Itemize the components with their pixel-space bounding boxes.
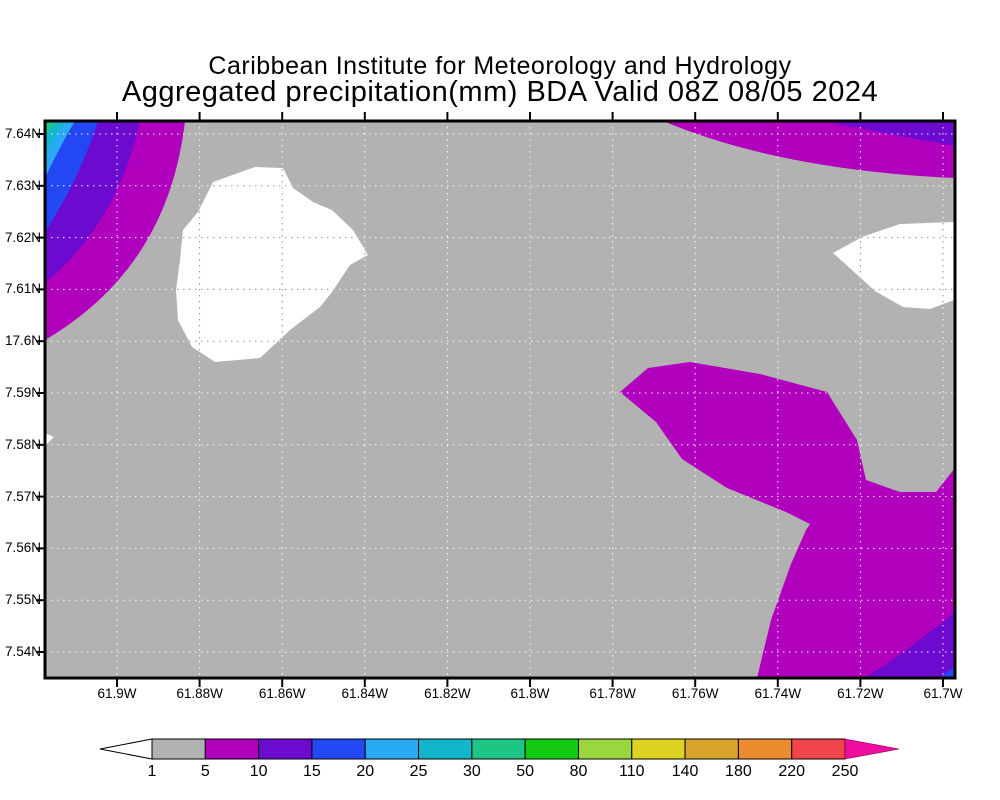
colorbar-over-arrow: [844, 738, 900, 760]
y-tick-label: 7.57N: [4, 488, 41, 504]
y-tick-label: 7.54N: [4, 644, 41, 659]
ne-band-magenta: [663, 121, 955, 178]
y-tick-label: 7.61N: [4, 281, 41, 297]
colorbar-segment: [418, 738, 473, 760]
colorbar-label: 250: [831, 763, 859, 780]
map-area: [36, 112, 957, 687]
colorbar-segment: [151, 738, 206, 760]
colorbar-under-arrow: [99, 738, 153, 760]
se-region-magenta: [620, 362, 955, 678]
colorbar-label: 5: [200, 763, 210, 780]
colorbar-segment: [631, 738, 686, 760]
white-region-west: [176, 167, 368, 362]
se-corner-purple: [865, 612, 955, 678]
y-tick-label: 7.62N: [4, 229, 41, 245]
chart-subtitle: Aggregated precipitation(mm) BDA Valid 0…: [121, 76, 879, 108]
colorbar-segment: [258, 738, 313, 760]
y-tick-label: 7.63N: [4, 177, 41, 193]
x-tick-label: 61.7W: [923, 686, 963, 701]
nw-band-teal: [45, 121, 66, 155]
x-tick-label: 61.82W: [424, 686, 471, 701]
colorbar: [99, 738, 900, 760]
colorbar-label: 10: [249, 763, 268, 780]
colorbar-label: 180: [725, 763, 752, 780]
map-frame: [43, 119, 957, 680]
x-tick-label: 61.84W: [341, 686, 389, 701]
colorbar-label: 30: [462, 763, 481, 780]
colorbar-label: 50: [516, 763, 535, 780]
x-tick-label: 61.88W: [176, 686, 223, 701]
y-tick-label: 7.59N: [4, 385, 41, 400]
axis-ticks: [36, 112, 944, 687]
colorbar-segment: [684, 738, 739, 760]
se-corner-blue: [938, 667, 955, 678]
ne-band-purple: [820, 121, 955, 146]
colorbar-segment: [737, 738, 793, 760]
x-tick-label: 61.76W: [671, 686, 719, 701]
y-tick-label: 7.58N: [4, 436, 41, 452]
colorbar-segment: [364, 738, 420, 760]
colorbar-segment: [524, 738, 579, 760]
y-tick-label: 7.56N: [4, 540, 41, 556]
colorbar-segment: [204, 738, 260, 760]
chart-title: Caribbean Institute for Meteorology and …: [208, 52, 792, 80]
x-tick-label: 61.74W: [754, 686, 802, 701]
colorbar-label: 15: [303, 763, 321, 780]
x-tick-label: 61.8W: [510, 686, 550, 701]
colorbar-label: 220: [778, 763, 806, 780]
colorbar-segment: [471, 738, 526, 760]
nw-band-green: [45, 121, 58, 137]
x-tick-label: 61.86W: [258, 686, 306, 701]
x-tick-label: 61.78W: [589, 686, 636, 701]
colorbar-segment: [311, 738, 366, 760]
x-tick-label: 61.72W: [837, 686, 884, 701]
white-speck-west-edge: [45, 433, 54, 446]
colorbar-label: 25: [409, 763, 428, 780]
colorbar-label: 140: [671, 763, 699, 780]
white-region-east: [833, 222, 954, 309]
y-tick-label: 17.6N: [4, 333, 41, 349]
colorbar-label: 80: [569, 763, 588, 780]
colorbar-label: 1: [147, 763, 157, 780]
colorbar-label: 110: [619, 763, 645, 780]
x-tick-label: 61.9W: [97, 686, 137, 701]
y-tick-label: 7.64N: [4, 126, 41, 141]
colorbar-label: 20: [356, 763, 375, 780]
y-tick-label: 7.55N: [4, 592, 41, 608]
colorbar-segment: [791, 738, 846, 760]
colorbar-segment: [577, 738, 633, 760]
colorbar-segments: [151, 738, 846, 760]
